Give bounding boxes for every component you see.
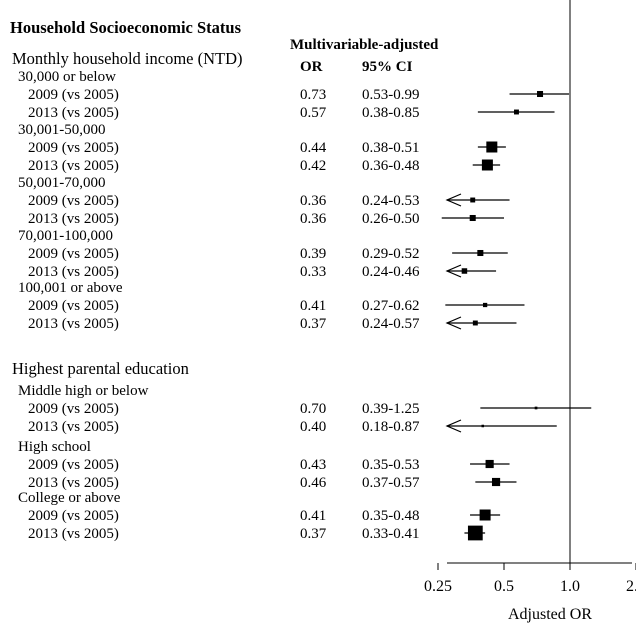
or-value: 0.41: [300, 298, 326, 314]
ci-arrow-left: [445, 316, 462, 330]
ci-value: 0.29-0.52: [362, 246, 420, 262]
ci-value: 0.36-0.48: [362, 158, 420, 174]
row-label: 2013 (vs 2005): [28, 419, 119, 435]
ci-value: 0.24-0.53: [362, 193, 420, 209]
group-label: 100,001 or above: [18, 280, 123, 296]
left-table: Monthly household income (NTD)30,000 or …: [12, 49, 420, 542]
x-tick-label: 1.0: [560, 578, 580, 595]
plot-area: 0.25 0.5 1.0 2.0: [424, 0, 636, 595]
row-label: 2013 (vs 2005): [28, 158, 119, 174]
row-label: 2013 (vs 2005): [28, 475, 119, 491]
row-label: 2009 (vs 2005): [28, 246, 119, 262]
or-value: 0.37: [300, 316, 327, 332]
row-label: 2013 (vs 2005): [28, 526, 119, 542]
row-label: 2009 (vs 2005): [28, 401, 119, 417]
ci-value: 0.35-0.53: [362, 457, 420, 473]
or-value: 0.73: [300, 87, 326, 103]
or-value: 0.46: [300, 475, 327, 491]
or-value: 0.57: [300, 105, 327, 121]
ci-value: 0.18-0.87: [362, 419, 420, 435]
ci-value: 0.53-0.99: [362, 87, 420, 103]
group-label: 30,001-50,000: [18, 122, 106, 138]
or-value: 0.70: [300, 401, 326, 417]
ci-value: 0.24-0.57: [362, 316, 420, 332]
point-estimate: [486, 141, 498, 153]
point-estimate: [469, 214, 476, 222]
x-tick-label: 0.5: [494, 578, 514, 595]
point-estimate: [472, 320, 478, 326]
point-estimate: [514, 109, 519, 115]
row-label: 2009 (vs 2005): [28, 87, 119, 103]
ci-value: 0.37-0.57: [362, 475, 420, 491]
ci-arrow-left: [445, 419, 462, 433]
row-label: 2009 (vs 2005): [28, 508, 119, 524]
section-title: Monthly household income (NTD): [12, 49, 243, 68]
ci-value: 0.26-0.50: [362, 211, 420, 227]
table-headers: Household Socioeconomic Status Multivari…: [10, 18, 439, 75]
row-label: 2009 (vs 2005): [28, 140, 119, 156]
or-value: 0.40: [300, 419, 326, 435]
ci-value: 0.38-0.85: [362, 105, 420, 121]
group-label: 70,001-100,000: [18, 228, 113, 244]
ci-arrow-left: [445, 193, 462, 207]
chart-title: Household Socioeconomic Status: [10, 18, 242, 37]
x-tick-label: 2.0: [626, 578, 636, 595]
point-estimate: [470, 197, 476, 203]
group-label: High school: [18, 439, 91, 455]
point-estimate: [534, 406, 538, 410]
point-estimate: [481, 424, 485, 428]
group-label: 30,000 or below: [18, 69, 116, 85]
or-value: 0.39: [300, 246, 326, 262]
row-label: 2013 (vs 2005): [28, 316, 119, 332]
point-estimate: [482, 302, 488, 308]
point-estimate: [461, 268, 468, 274]
or-value: 0.37: [300, 526, 327, 542]
row-label: 2013 (vs 2005): [28, 211, 119, 227]
ci-column-header: 95% CI: [362, 59, 413, 75]
point-estimate: [481, 159, 493, 171]
or-value: 0.36: [300, 211, 327, 227]
ci-arrow-left: [445, 264, 462, 278]
or-value: 0.41: [300, 508, 326, 524]
point-estimate: [537, 90, 544, 98]
section-title: Highest parental education: [12, 359, 189, 378]
ci-value: 0.38-0.51: [362, 140, 420, 156]
ci-value: 0.27-0.62: [362, 298, 420, 314]
row-label: 2009 (vs 2005): [28, 298, 119, 314]
ci-value: 0.24-0.46: [362, 264, 420, 280]
or-column-header: OR: [300, 59, 323, 75]
ci-value: 0.33-0.41: [362, 526, 420, 542]
row-label: 2009 (vs 2005): [28, 193, 119, 209]
or-value: 0.36: [300, 193, 327, 209]
or-value: 0.33: [300, 264, 326, 280]
or-value: 0.44: [300, 140, 327, 156]
or-value: 0.42: [300, 158, 326, 174]
x-tick-label: 0.25: [424, 578, 452, 595]
ci-value: 0.39-1.25: [362, 401, 420, 417]
group-label: Middle high or below: [18, 383, 149, 399]
row-label: 2009 (vs 2005): [28, 457, 119, 473]
point-estimate: [467, 525, 483, 541]
or-value: 0.43: [300, 457, 326, 473]
point-estimate: [491, 477, 501, 487]
model-label: Multivariable-adjusted: [290, 37, 439, 53]
x-axis-label: Adjusted OR: [508, 606, 592, 623]
row-label: 2013 (vs 2005): [28, 105, 119, 121]
row-label: 2013 (vs 2005): [28, 264, 119, 280]
point-estimate: [485, 459, 494, 469]
point-estimate: [477, 249, 484, 257]
ci-value: 0.35-0.48: [362, 508, 420, 524]
group-label: 50,001-70,000: [18, 175, 106, 191]
group-label: College or above: [18, 490, 121, 506]
point-estimate: [479, 509, 491, 521]
